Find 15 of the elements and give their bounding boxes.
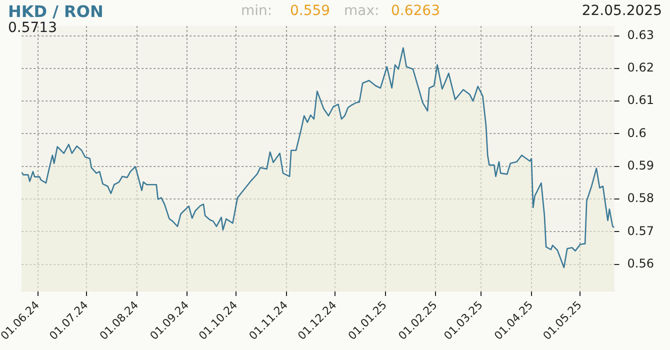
text: 22.05.2025 <box>582 3 662 19</box>
y-tick-label: 0.59 <box>627 158 654 172</box>
y-tick-label: 0.57 <box>627 224 654 238</box>
y-tick-label: 0.63 <box>627 28 654 42</box>
y-tick-label: 0.61 <box>627 93 654 108</box>
chart-title: HKD / RON <box>8 2 104 21</box>
y-tick-label: 0.62 <box>627 60 654 75</box>
text: max: <box>344 3 380 19</box>
text: min: <box>241 3 272 19</box>
text: 0.6263 <box>391 3 440 19</box>
annotation: 0.5713 <box>8 20 57 36</box>
y-tick-label: 0.56 <box>627 256 654 270</box>
y-tick-label: 0.6 <box>627 126 646 140</box>
y-tick-label: 0.58 <box>627 191 654 206</box>
text: 0.559 <box>290 3 330 19</box>
